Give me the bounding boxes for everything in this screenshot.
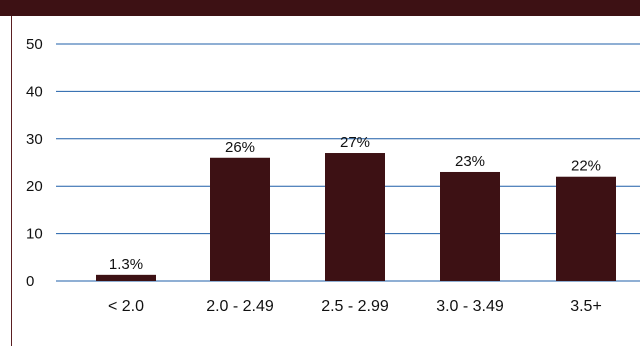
- data-label-4: 22%: [571, 158, 601, 175]
- bar-0: [96, 274, 156, 281]
- category-label-0: < 2.0: [108, 298, 144, 315]
- y-tick-label: 10: [26, 226, 43, 243]
- category-label-3: 3.0 - 3.49: [436, 298, 504, 315]
- bar-2: [325, 153, 385, 281]
- y-axis-ticks: 0 10 20 30 40 50: [26, 36, 43, 290]
- bar-4: [556, 176, 616, 281]
- category-label-1: 2.0 - 2.49: [206, 298, 274, 315]
- data-labels: 1.3% 26% 27% 23% 22%: [109, 134, 601, 273]
- x-axis-categories: < 2.0 2.0 - 2.49 2.5 - 2.99 3.0 - 3.49 3.5+: [108, 298, 602, 315]
- category-label-2: 2.5 - 2.99: [321, 298, 389, 315]
- data-label-1: 26%: [225, 139, 255, 156]
- data-label-3: 23%: [455, 153, 485, 170]
- bar-3: [440, 171, 500, 281]
- header-band: [0, 0, 640, 16]
- y-tick-label: 40: [26, 83, 43, 100]
- y-tick-label: 20: [26, 178, 43, 195]
- y-tick-label: 50: [26, 36, 43, 53]
- bar-1: [210, 157, 270, 281]
- left-border-rule: [11, 16, 12, 346]
- category-label-4: 3.5+: [570, 298, 602, 315]
- data-label-0: 1.3%: [109, 256, 143, 273]
- y-tick-label: 0: [26, 273, 34, 290]
- data-label-2: 27%: [340, 134, 370, 151]
- bars: [96, 153, 616, 281]
- y-tick-label: 30: [26, 131, 43, 148]
